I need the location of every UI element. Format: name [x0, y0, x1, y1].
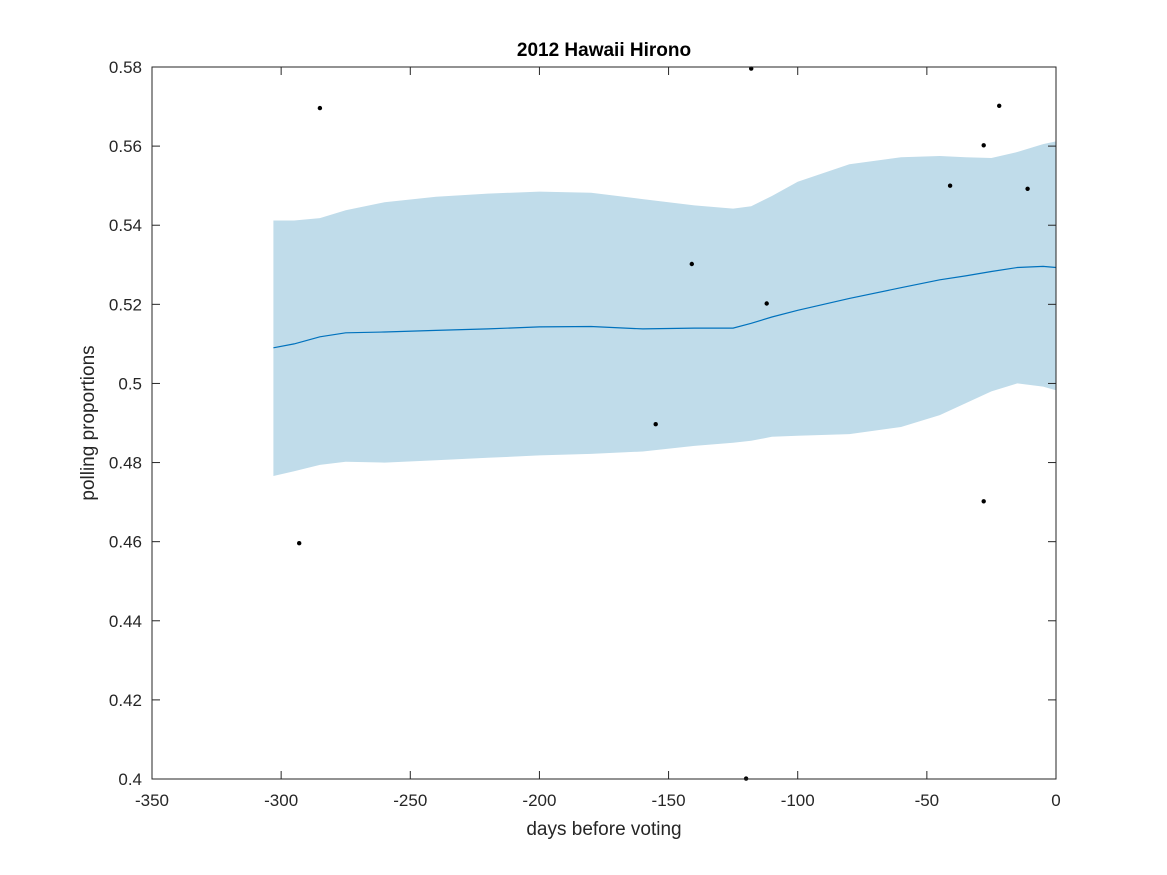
x-tick-label: -50	[915, 791, 940, 810]
poll-point	[997, 103, 1002, 109]
y-tick-label: 0.44	[109, 612, 142, 631]
y-tick-label: 0.58	[109, 58, 142, 77]
poll-point	[981, 499, 986, 504]
y-tick-label: 0.52	[109, 295, 142, 314]
y-tick-label: 0.46	[109, 533, 142, 552]
y-tick-label: 0.48	[109, 454, 142, 473]
trend-line	[273, 265, 1057, 349]
x-tick-label: 0	[1051, 791, 1060, 810]
poll-point	[1025, 186, 1030, 191]
poll-point	[689, 261, 694, 267]
y-axis-label: polling proportions	[78, 345, 99, 500]
x-tick-label: -200	[522, 791, 556, 810]
poll-point	[764, 301, 769, 306]
poll-point	[947, 183, 953, 188]
x-axis-label: days before voting	[526, 819, 681, 840]
x-tick-label: -100	[781, 791, 815, 810]
axes-box	[151, 66, 1057, 780]
x-tick-label: -350	[135, 791, 169, 810]
x-tick-label: -300	[264, 791, 298, 810]
y-tick-label: 0.56	[109, 137, 142, 156]
poll-point	[981, 143, 986, 148]
x-tick-label: -150	[652, 791, 686, 810]
y-tick-label: 0.4	[118, 770, 142, 789]
chart-title: 2012 Hawaii Hirono	[517, 40, 691, 61]
poll-point	[317, 105, 323, 111]
y-tick-label: 0.54	[109, 216, 142, 235]
y-tick-label: 0.5	[118, 374, 142, 393]
x-tick-label: -250	[393, 791, 427, 810]
y-tick-label: 0.42	[109, 691, 142, 710]
poll-point	[653, 422, 658, 427]
axes: -350 -300 -250 -200 -150 -100 -50 0 0.4 0.42 0.44 0…	[109, 58, 1061, 810]
poll-point	[297, 541, 302, 546]
confidence-band	[273, 141, 1056, 476]
